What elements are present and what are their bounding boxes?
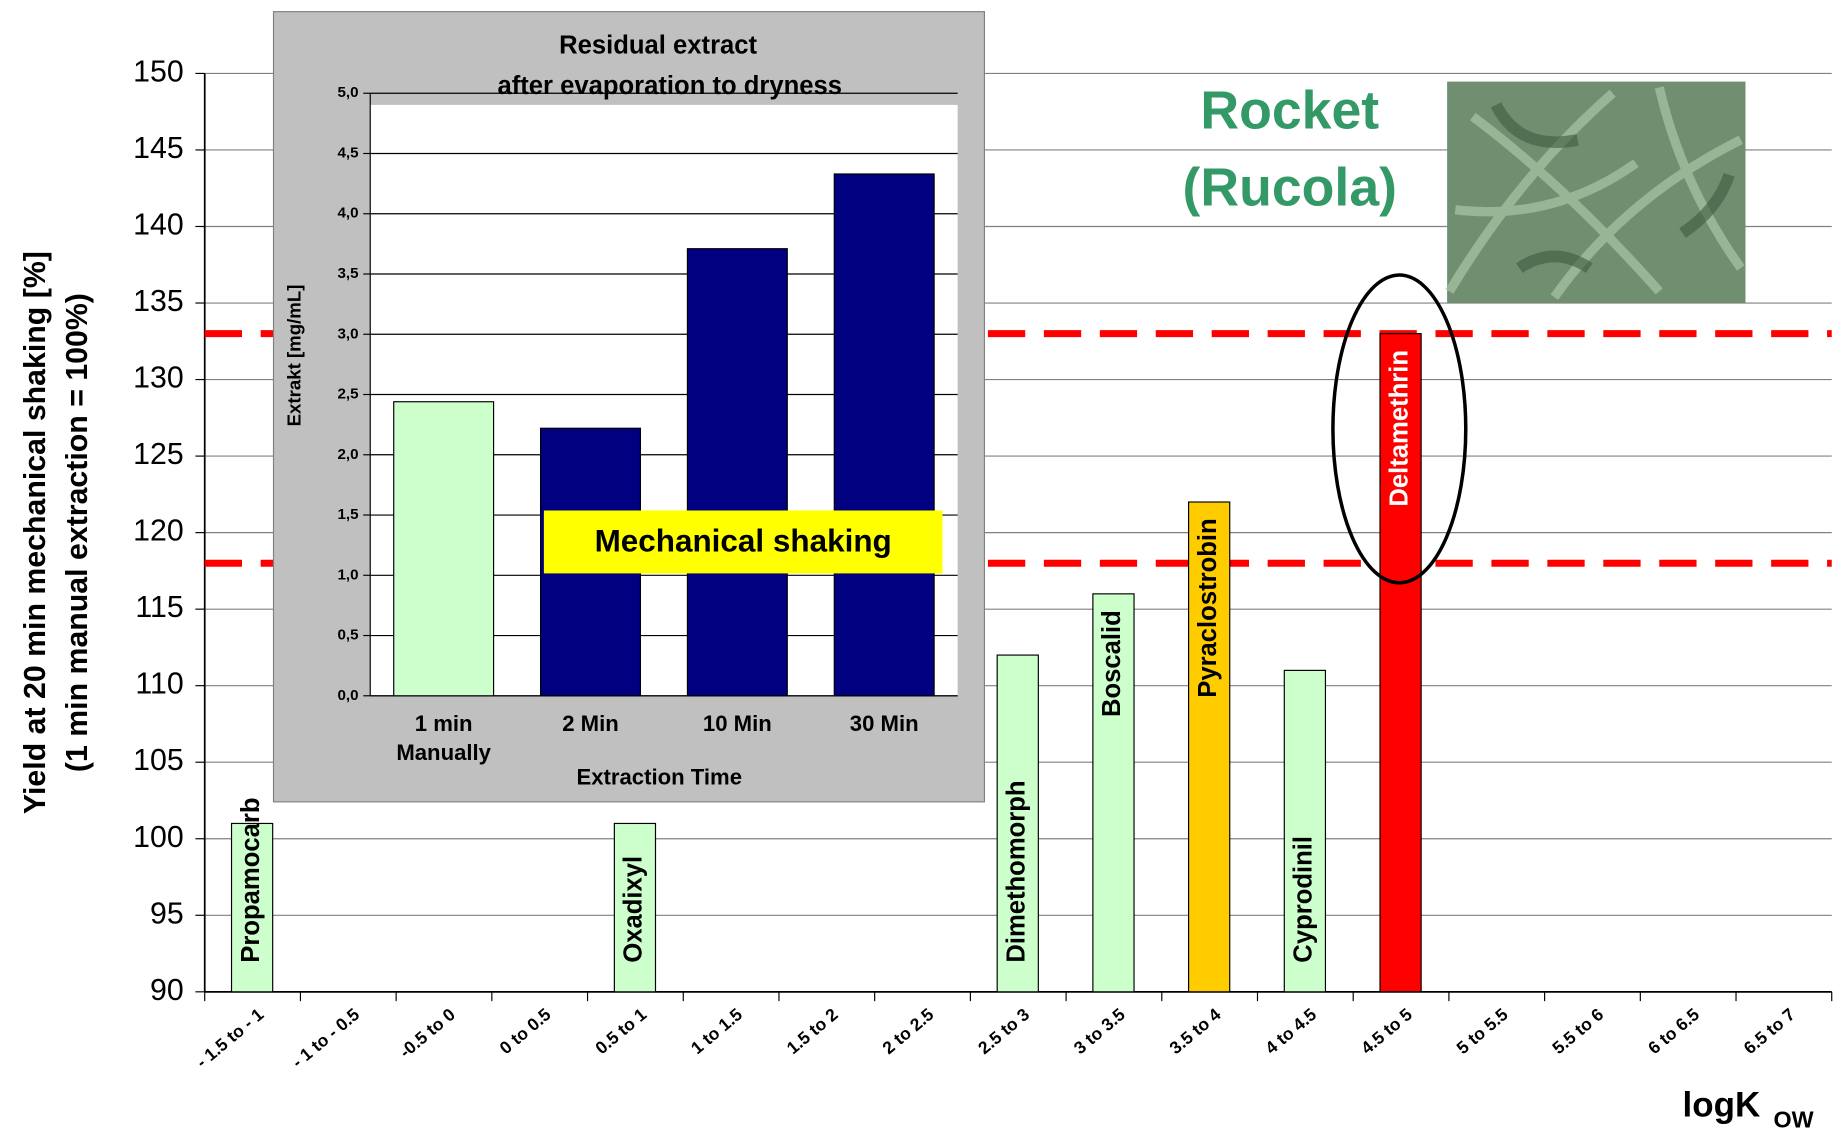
- inset-title: Residual extract: [559, 31, 757, 59]
- y-tick-label: 135: [133, 285, 184, 318]
- y-tick-label: 100: [133, 821, 184, 854]
- annotation: Rocket: [1200, 80, 1379, 140]
- x-axis-label-subscript: OW: [1773, 1106, 1813, 1132]
- y-tick-label: 5,0: [338, 84, 359, 101]
- bar: [393, 401, 495, 697]
- y-tick-label: 90: [150, 974, 184, 1007]
- bar: [1188, 501, 1231, 993]
- y-tick-label: 0,5: [338, 627, 359, 644]
- y-tick-label: 3,5: [338, 265, 359, 282]
- x-tick-label: 1 min: [415, 711, 473, 736]
- y-axis-label: Yield at 20 min mechanical shaking [%]: [19, 251, 52, 814]
- y-tick-label: 120: [133, 515, 184, 548]
- bar-label: Boscalid: [1098, 610, 1126, 717]
- annotation: Mechanical shaking: [595, 523, 892, 558]
- y-axis-label: (1 min manual extraction = 100%): [61, 293, 94, 772]
- highlight-ellipse: [1331, 273, 1468, 585]
- y-tick-label: 4,0: [338, 205, 359, 222]
- bar-label: Cyprodinil: [1290, 836, 1318, 963]
- x-tick-label: 10 Min: [703, 711, 772, 736]
- y-tick-label: 2,5: [338, 386, 359, 403]
- x-tick-label: Manually: [396, 740, 491, 765]
- x-tick-label: 2 Min: [562, 711, 619, 736]
- bar-label: Pyraclostrobin: [1194, 518, 1222, 697]
- bar-label: Propamocarb: [237, 797, 265, 962]
- y-tick-label: 145: [133, 132, 184, 165]
- y-tick-label: 105: [133, 744, 184, 777]
- y-tick-label: 125: [133, 438, 184, 471]
- x-axis-label: logK: [1683, 1085, 1761, 1124]
- bar: [996, 654, 1039, 993]
- y-tick-label: 130: [133, 362, 184, 395]
- y-tick-label: 1,0: [338, 566, 359, 583]
- bar: [613, 822, 657, 993]
- y-axis-label: Extrakt [mg/mL]: [284, 285, 305, 427]
- bar: [1283, 669, 1327, 993]
- y-tick-label: 140: [133, 208, 184, 241]
- bar: [1092, 593, 1135, 993]
- bar-label: Deltamethrin: [1385, 350, 1413, 507]
- y-tick-label: 110: [135, 668, 183, 701]
- bar: [230, 822, 274, 993]
- y-tick-label: 150: [133, 55, 184, 88]
- y-tick-label: 95: [150, 897, 184, 930]
- y-tick-label: 1,5: [338, 506, 359, 523]
- bar: [686, 248, 788, 697]
- annotation-box: [543, 510, 943, 574]
- y-tick-label: 0,0: [338, 687, 359, 704]
- inset-title: after evaporation to dryness: [497, 72, 842, 100]
- inset-chart: 0,0 0,5 1,0 1,5 2,0 2,5 3,0 3,5 4,0 4,5 5,0 1 min Ma…: [272, 11, 986, 803]
- x-axis-label: Extraction Time: [576, 764, 742, 789]
- y-tick-label: 4,5: [338, 144, 359, 161]
- annotation: (Rucola): [1183, 157, 1397, 217]
- y-tick-label: 115: [135, 591, 183, 624]
- photo: [1445, 81, 1746, 304]
- bar-label: Oxadixyl: [620, 856, 648, 963]
- y-tick-label: 2,0: [338, 446, 359, 463]
- y-tick-label: 3,0: [338, 325, 359, 342]
- x-tick-label: 30 Min: [850, 711, 919, 736]
- bar-label: Dimethomorph: [1003, 780, 1031, 962]
- bar: [1379, 333, 1422, 993]
- bar: [833, 173, 935, 697]
